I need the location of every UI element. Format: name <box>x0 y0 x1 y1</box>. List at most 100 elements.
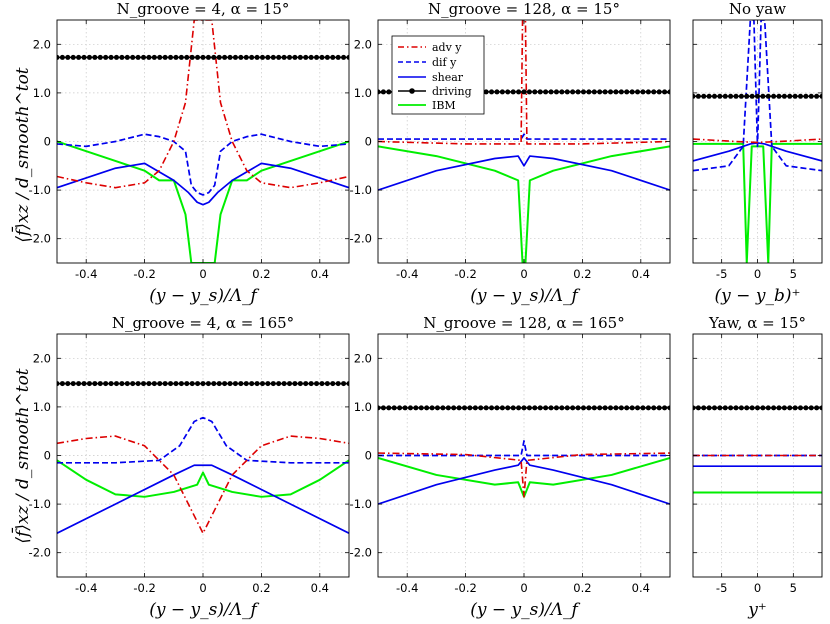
driving-marker <box>580 89 586 95</box>
driving-marker <box>402 405 408 411</box>
driving-marker <box>65 54 71 60</box>
driving-marker <box>776 93 782 99</box>
driving-marker <box>276 381 282 387</box>
panel-title: N_groove = 128, α = 15° <box>428 0 620 18</box>
driving-marker <box>597 405 603 411</box>
driving-marker <box>602 405 608 411</box>
driving-marker <box>391 405 397 411</box>
driving-marker <box>413 405 419 411</box>
panel-ngroove128-alpha165: -0.4 -0.2 0 0.2 0.4 -2.0 -1.0 0 1.0 2.0 N_groove =… <box>350 314 671 620</box>
driving-marker <box>162 54 168 60</box>
driving-marker <box>755 93 760 99</box>
driving-marker <box>510 89 516 95</box>
driving-marker <box>108 54 114 60</box>
driving-marker <box>146 381 152 387</box>
driving-marker <box>119 381 125 387</box>
driving-marker <box>429 405 435 411</box>
driving-marker <box>270 54 276 60</box>
series-line-dif <box>693 20 822 172</box>
driving-marker <box>440 405 446 411</box>
driving-marker <box>81 54 87 60</box>
driving-marker <box>276 54 282 60</box>
driving-marker <box>781 93 787 99</box>
driving-marker <box>70 381 76 387</box>
x-tick-label: 0.2 <box>573 581 591 595</box>
driving-marker <box>586 89 592 95</box>
driving-marker <box>505 405 511 411</box>
driving-marker <box>478 405 484 411</box>
driving-marker <box>424 405 430 411</box>
driving-marker <box>380 405 386 411</box>
series-line-adv <box>378 452 670 498</box>
driving-marker <box>580 405 586 411</box>
driving-marker <box>776 405 782 411</box>
driving-marker <box>287 381 293 387</box>
driving-marker <box>656 405 662 411</box>
driving-marker <box>760 405 766 411</box>
driving-marker <box>570 405 576 411</box>
y-tick-label: 1.0 <box>354 86 372 100</box>
driving-marker <box>591 405 597 411</box>
driving-marker <box>564 89 570 95</box>
driving-marker <box>808 93 814 99</box>
driving-marker <box>532 405 538 411</box>
driving-marker <box>489 89 495 95</box>
x-tick-label: 0.2 <box>252 581 270 595</box>
driving-marker <box>640 405 646 411</box>
driving-marker <box>738 93 744 99</box>
driving-marker <box>173 381 179 387</box>
x-tick-label: 0 <box>199 267 206 281</box>
series-line-shear <box>378 155 670 191</box>
driving-marker <box>570 89 576 95</box>
driving-marker <box>308 381 314 387</box>
driving-marker <box>151 381 157 387</box>
driving-marker <box>803 405 809 411</box>
driving-marker <box>591 89 597 95</box>
driving-marker <box>222 54 228 60</box>
x-tick-label: 0.2 <box>252 267 270 281</box>
driving-marker <box>292 54 298 60</box>
driving-marker <box>489 405 495 411</box>
y-tick-label: -1.0 <box>29 183 51 197</box>
driving-marker <box>602 89 608 95</box>
x-tick-label: -0.4 <box>75 267 97 281</box>
driving-marker <box>173 54 179 60</box>
driving-marker <box>819 93 822 99</box>
driving-marker <box>521 89 527 95</box>
driving-marker <box>608 405 614 411</box>
driving-marker <box>108 381 114 387</box>
y-tick-label: -2.0 <box>29 232 51 246</box>
driving-marker <box>559 89 565 95</box>
driving-marker <box>57 54 60 60</box>
driving-marker <box>76 54 82 60</box>
driving-marker <box>200 381 206 387</box>
driving-marker <box>308 54 314 60</box>
driving-marker <box>168 54 174 60</box>
driving-marker <box>662 89 668 95</box>
driving-marker <box>733 93 739 99</box>
x-tick-label: 0.4 <box>632 581 650 595</box>
panel-ngroove4-alpha15: -0.4 -0.2 0 0.2 0.4 -2.0 -1.0 0 1.0 2.0 N_groove =… <box>29 0 350 306</box>
y-tick-label: 0 <box>365 449 372 463</box>
driving-marker <box>765 405 771 411</box>
driving-marker <box>814 93 820 99</box>
driving-marker <box>712 405 717 411</box>
series-line-adv <box>693 138 822 144</box>
driving-marker <box>781 405 787 411</box>
x-tick-label: 5 <box>790 267 797 281</box>
driving-marker <box>386 89 392 95</box>
driving-marker <box>553 89 559 95</box>
driving-marker <box>97 54 103 60</box>
driving-marker <box>135 381 141 387</box>
driving-marker <box>755 405 760 411</box>
x-tick-label: 0.4 <box>311 267 329 281</box>
driving-marker <box>586 405 592 411</box>
x-tick-label: 0 <box>199 581 206 595</box>
driving-marker <box>141 54 147 60</box>
driving-marker <box>418 405 424 411</box>
driving-marker <box>695 93 701 99</box>
driving-marker <box>526 89 532 95</box>
y-tick-label: -2.0 <box>350 232 372 246</box>
driving-marker <box>346 54 349 60</box>
driving-marker <box>124 381 130 387</box>
